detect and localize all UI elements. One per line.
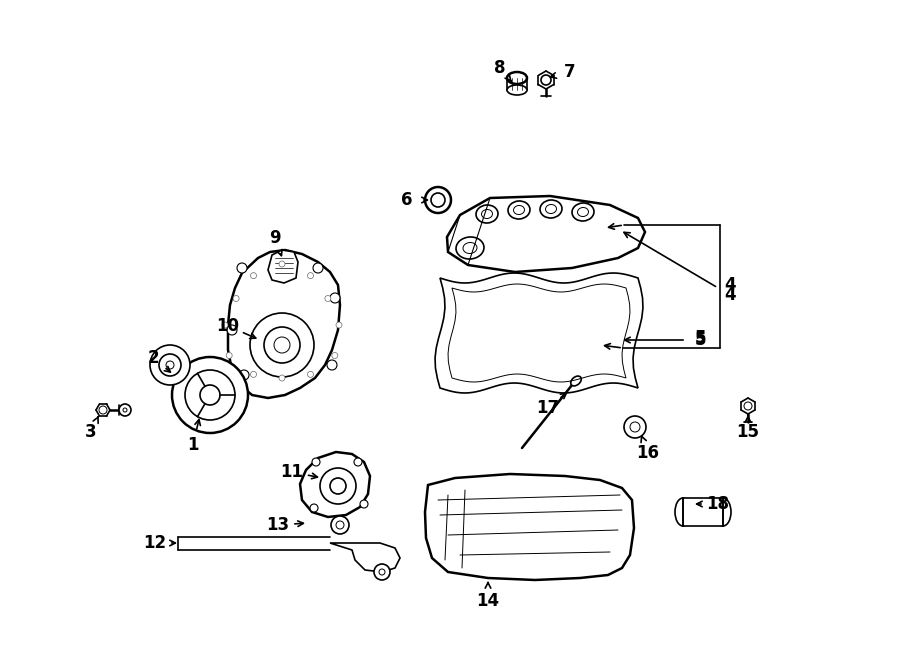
- Text: 17: 17: [536, 399, 560, 417]
- Circle shape: [330, 293, 340, 303]
- Ellipse shape: [578, 208, 589, 217]
- Polygon shape: [330, 543, 400, 572]
- Circle shape: [310, 504, 318, 512]
- Circle shape: [336, 322, 342, 328]
- Circle shape: [360, 500, 368, 508]
- Circle shape: [744, 402, 752, 410]
- Ellipse shape: [476, 205, 498, 223]
- Circle shape: [331, 516, 349, 534]
- Circle shape: [185, 370, 235, 420]
- Circle shape: [250, 272, 256, 279]
- Circle shape: [308, 272, 313, 279]
- Text: 9: 9: [269, 229, 281, 247]
- Circle shape: [332, 352, 338, 358]
- Circle shape: [374, 564, 390, 580]
- Polygon shape: [447, 196, 645, 272]
- Circle shape: [624, 416, 646, 438]
- Circle shape: [233, 295, 239, 301]
- Circle shape: [630, 422, 640, 432]
- Polygon shape: [228, 250, 340, 398]
- Circle shape: [336, 521, 344, 529]
- Ellipse shape: [456, 237, 484, 259]
- Circle shape: [541, 75, 551, 85]
- Circle shape: [119, 404, 131, 416]
- Text: 15: 15: [736, 423, 760, 441]
- Circle shape: [279, 261, 285, 267]
- Circle shape: [274, 337, 290, 353]
- Circle shape: [237, 263, 247, 273]
- Circle shape: [172, 357, 248, 433]
- Circle shape: [308, 371, 313, 377]
- Circle shape: [159, 354, 181, 376]
- Ellipse shape: [540, 200, 562, 218]
- Ellipse shape: [507, 72, 527, 84]
- Circle shape: [226, 352, 232, 358]
- Circle shape: [99, 406, 107, 414]
- Text: 10: 10: [217, 317, 239, 335]
- Circle shape: [320, 468, 356, 504]
- Text: 2: 2: [148, 349, 158, 367]
- Circle shape: [312, 458, 320, 466]
- Ellipse shape: [545, 204, 556, 214]
- Circle shape: [123, 408, 127, 412]
- Circle shape: [313, 263, 323, 273]
- Polygon shape: [435, 273, 643, 393]
- Ellipse shape: [508, 201, 530, 219]
- Circle shape: [227, 325, 237, 335]
- Ellipse shape: [514, 206, 525, 215]
- Text: 5: 5: [694, 329, 706, 347]
- Circle shape: [250, 371, 256, 377]
- Text: 8: 8: [494, 59, 506, 77]
- Ellipse shape: [482, 210, 492, 219]
- Ellipse shape: [463, 243, 477, 254]
- Text: 4: 4: [724, 286, 736, 304]
- Ellipse shape: [715, 498, 731, 526]
- Ellipse shape: [571, 376, 581, 386]
- Text: 6: 6: [401, 191, 413, 209]
- Text: 7: 7: [564, 63, 576, 81]
- Polygon shape: [425, 474, 634, 580]
- Ellipse shape: [675, 498, 691, 526]
- Circle shape: [166, 361, 174, 369]
- Circle shape: [379, 569, 385, 575]
- Text: 14: 14: [476, 592, 500, 610]
- Polygon shape: [268, 250, 298, 283]
- Circle shape: [239, 370, 249, 380]
- Circle shape: [250, 313, 314, 377]
- Polygon shape: [300, 452, 370, 517]
- Text: 5: 5: [694, 331, 706, 349]
- Text: 12: 12: [143, 534, 166, 552]
- Circle shape: [354, 458, 362, 466]
- Text: 4: 4: [724, 276, 736, 294]
- Circle shape: [431, 193, 445, 207]
- Circle shape: [150, 345, 190, 385]
- Ellipse shape: [572, 203, 594, 221]
- Circle shape: [279, 375, 285, 381]
- Circle shape: [327, 360, 337, 370]
- Text: 1: 1: [187, 436, 199, 454]
- Bar: [683, 498, 723, 526]
- Text: 11: 11: [281, 463, 303, 481]
- Ellipse shape: [507, 85, 527, 95]
- Circle shape: [330, 478, 346, 494]
- Circle shape: [325, 295, 331, 301]
- Circle shape: [222, 322, 228, 328]
- Text: 18: 18: [706, 495, 730, 513]
- Text: 13: 13: [266, 516, 290, 534]
- Circle shape: [264, 327, 300, 363]
- Text: 3: 3: [86, 423, 97, 441]
- Text: 16: 16: [636, 444, 660, 462]
- Circle shape: [200, 385, 220, 405]
- Circle shape: [425, 187, 451, 213]
